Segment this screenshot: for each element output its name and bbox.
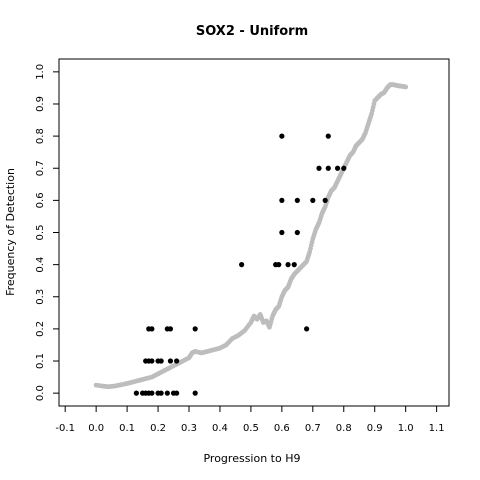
y-tick-label: 0.8 [35, 128, 46, 144]
x-tick-label: 0.3 [181, 423, 197, 434]
x-tick-label: 0.1 [119, 423, 135, 434]
x-tick-label: 0.8 [336, 423, 352, 434]
observed-point [285, 262, 291, 268]
uniform-curve-series [93, 82, 409, 390]
x-tick-label: 0.2 [150, 423, 166, 434]
observed-point [325, 165, 331, 171]
observed-point [276, 262, 282, 268]
observed-point [192, 390, 198, 396]
observed-point [133, 390, 139, 396]
observed-point [192, 326, 198, 332]
y-tick-label: 0.6 [35, 192, 46, 208]
x-tick-label: 0.4 [212, 423, 228, 434]
observed-point [291, 262, 297, 268]
observed-point [164, 390, 170, 396]
curve-point [403, 84, 409, 90]
observed-point [174, 390, 180, 396]
observed-point [279, 197, 285, 203]
observed-point [304, 326, 310, 332]
x-tick-label: 0.0 [88, 423, 104, 434]
observed-point [322, 197, 328, 203]
plot-area [58, 58, 450, 407]
y-tick-label: 0.0 [35, 385, 46, 401]
x-axis: -0.1 0.0 0.1 0.2 0.3 0.4 0.5 0.6 0.7 0.8 0.9 1.0 1.1 [55, 406, 445, 434]
observed-point [279, 229, 285, 236]
observed-point [334, 165, 341, 171]
observed-point [310, 197, 316, 203]
observed-point [149, 326, 155, 332]
x-tick-label: 1.0 [398, 423, 414, 434]
y-tick-label: 0.7 [35, 160, 46, 176]
observed-point [294, 229, 300, 236]
x-tick-label: 0.5 [243, 423, 259, 434]
y-tick-label: 0.3 [35, 289, 46, 305]
y-tick-label: 0.2 [35, 321, 46, 337]
x-tick-label: 0.9 [367, 423, 383, 434]
observed-point [167, 358, 174, 364]
observed-point [279, 133, 285, 139]
observed-point [294, 197, 300, 203]
y-tick-label: 0.4 [35, 257, 46, 273]
x-tick-label: 0.7 [305, 423, 321, 434]
observed-points-series [133, 133, 347, 396]
y-tick-label: 0.1 [35, 353, 46, 369]
observed-point [325, 133, 331, 139]
observed-point [239, 262, 245, 268]
y-tick-label: 0.9 [35, 96, 46, 112]
x-tick-label: 1.1 [429, 423, 445, 434]
x-axis-label: Progression to H9 [203, 452, 300, 465]
observed-point [174, 358, 180, 364]
observed-point [341, 165, 347, 171]
observed-point [158, 390, 164, 396]
observed-point [149, 358, 155, 364]
observed-point [167, 326, 174, 332]
y-axis: 0.0 0.1 0.2 0.3 0.4 0.5 0.6 0.7 0.8 0.9 1.0 [35, 64, 59, 401]
chart-title: SOX2 - Uniform [196, 24, 308, 39]
observed-point [158, 358, 164, 364]
x-tick-label: 0.6 [274, 423, 290, 434]
x-tick-label: -0.1 [55, 423, 75, 434]
y-axis-label: Frequency of Detection [4, 168, 17, 296]
y-tick-label: 0.5 [35, 225, 46, 241]
observed-point [149, 390, 155, 396]
y-tick-label: 1.0 [35, 64, 46, 80]
observed-point [316, 165, 322, 171]
